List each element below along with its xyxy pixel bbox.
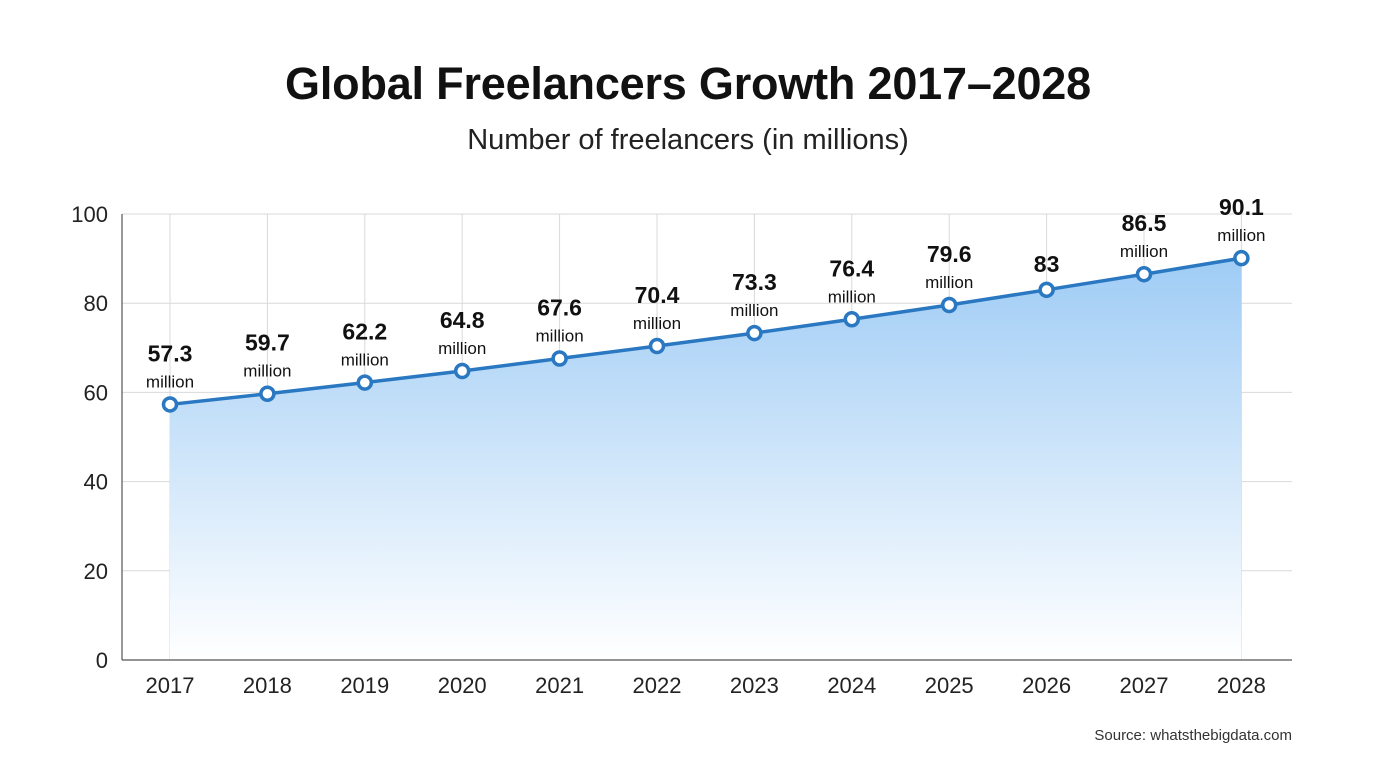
chart-title: Global Freelancers Growth 2017–2028 — [285, 58, 1091, 109]
data-label-unit: million — [828, 287, 876, 306]
x-tick-labels: 2017 2018 2019 2020 2021 2022 2023 2024 2025 2026… — [146, 673, 1266, 698]
y-tick-label: 80 — [84, 291, 108, 316]
y-tick-label: 60 — [84, 380, 108, 405]
data-label-unit: million — [146, 372, 194, 391]
y-tick-label: 0 — [96, 648, 108, 673]
x-tick-label: 2023 — [730, 673, 779, 698]
markers — [161, 249, 1250, 413]
data-point-marker — [453, 362, 471, 380]
data-label-unit: million — [243, 362, 291, 381]
data-label-value: 83 — [1034, 251, 1060, 277]
x-tick-label: 2027 — [1120, 673, 1169, 698]
data-label-unit: million — [1120, 242, 1168, 261]
x-tick-label: 2021 — [535, 673, 584, 698]
data-label-value: 62.2 — [342, 319, 387, 345]
data-point-marker — [259, 385, 276, 402]
data-label-value: 76.4 — [829, 255, 874, 281]
series-area — [170, 258, 1242, 660]
series-line-layer — [169, 256, 1242, 407]
x-tick-label: 2017 — [146, 673, 195, 698]
data-label-unit: million — [438, 339, 486, 358]
data-point-marker — [843, 311, 861, 328]
y-tick-label: 100 — [71, 202, 108, 227]
data-point-marker — [551, 350, 568, 367]
y-tick-label: 20 — [84, 559, 108, 584]
data-label-unit: million — [925, 273, 973, 292]
x-tick-label: 2028 — [1217, 673, 1266, 698]
data-point-marker — [1038, 281, 1055, 299]
data-point-marker — [746, 324, 763, 342]
series-line — [169, 256, 1242, 407]
data-label-unit: million — [1217, 226, 1265, 245]
area-layer — [170, 258, 1242, 660]
data-label-value: 70.4 — [635, 282, 680, 308]
data-point-marker — [161, 396, 179, 413]
data-label-value: 67.6 — [537, 295, 582, 321]
data-label-unit: million — [633, 314, 681, 333]
data-label-value: 64.8 — [440, 307, 485, 333]
x-tick-label: 2020 — [438, 673, 487, 698]
data-label-unit: million — [341, 351, 389, 370]
data-point-marker — [1135, 265, 1153, 283]
data-point-marker — [940, 296, 958, 314]
data-label-value: 59.7 — [245, 330, 290, 356]
x-tick-label: 2024 — [827, 673, 876, 698]
x-tick-label: 2026 — [1022, 673, 1071, 698]
x-tick-label: 2025 — [925, 673, 974, 698]
data-label-value: 86.5 — [1122, 210, 1167, 236]
y-tick-labels: 0 20 40 60 80 100 — [71, 202, 108, 673]
data-point-marker — [1233, 249, 1250, 267]
source-note: Source: whatsthebigdata.com — [1094, 727, 1292, 744]
data-label-value: 73.3 — [732, 269, 777, 295]
x-tick-label: 2019 — [340, 673, 389, 698]
x-tick-label: 2022 — [633, 673, 682, 698]
data-label-value: 57.3 — [148, 340, 193, 366]
data-point-marker — [648, 337, 666, 355]
x-tick-label: 2018 — [243, 673, 292, 698]
y-tick-label: 40 — [84, 470, 108, 495]
axes — [121, 214, 1292, 661]
data-label-value: 90.1 — [1219, 194, 1264, 220]
data-point-marker — [356, 374, 374, 391]
data-label-value: 79.6 — [927, 241, 972, 267]
data-label-unit: million — [730, 301, 778, 320]
data-labels: 57.3 million 59.7 million 62.2 million 64.8 mil… — [146, 194, 1266, 391]
chart-subtitle: Number of freelancers (in millions) — [467, 124, 909, 156]
data-label-unit: million — [536, 327, 584, 346]
